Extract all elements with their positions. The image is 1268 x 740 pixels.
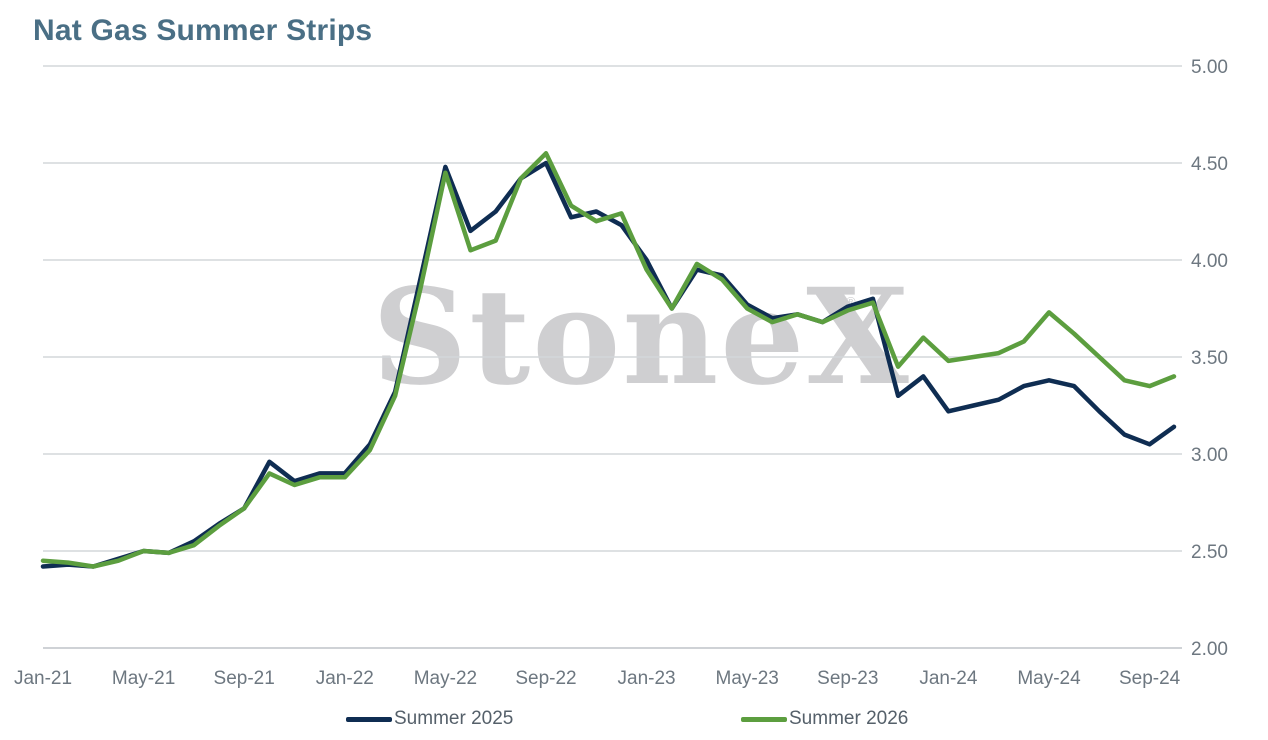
x-tick-label: May-21 (112, 668, 175, 689)
gridlines (43, 65, 1182, 649)
y-tick-label: 2.00 (1191, 639, 1228, 660)
x-axis: Jan-21 May-21 Sep-21 Jan-22 May-22 Sep-22 Jan-… (14, 668, 1181, 689)
y-tick-label: 3.50 (1191, 348, 1228, 369)
y-tick-label: 4.50 (1191, 154, 1228, 175)
y-axis: 2.00 2.50 3.00 3.50 4.00 4.50 5.00 (1191, 57, 1228, 660)
x-tick-label: Sep-21 (214, 668, 275, 689)
legend-swatch-summer-2025 (346, 716, 392, 722)
x-tick-label: May-22 (414, 668, 477, 689)
legend-item-summer-2026: Summer 2026 (741, 708, 908, 730)
legend-label-summer-2025: Summer 2025 (394, 708, 514, 729)
watermark-registered-mark: ® (846, 294, 856, 309)
legend-label-summer-2026: Summer 2026 (789, 708, 909, 729)
x-tick-label: Jan-21 (14, 668, 72, 689)
series-line-summer-2026 (40, 151, 1177, 569)
x-tick-label: Sep-22 (515, 668, 576, 689)
stonex-watermark: StoneX (372, 260, 911, 415)
y-tick-label: 4.00 (1191, 251, 1228, 272)
legend-item-summer-2025: Summer 2025 (346, 708, 513, 730)
x-tick-label: May-23 (716, 668, 779, 689)
x-tick-label: Jan-23 (618, 668, 676, 689)
x-tick-label: Jan-24 (919, 668, 978, 689)
series-lines (40, 151, 1177, 569)
x-tick-label: Sep-24 (1119, 668, 1181, 689)
x-tick-label: Sep-23 (817, 668, 878, 689)
series-line-summer-2025 (40, 160, 1177, 569)
y-tick-label: 3.00 (1191, 445, 1228, 466)
chart-title: Nat Gas Summer Strips (33, 14, 373, 47)
y-tick-label: 5.00 (1191, 57, 1228, 78)
legend-swatch-summer-2026 (741, 716, 787, 722)
x-tick-label: May-24 (1017, 668, 1081, 689)
y-tick-label: 2.50 (1191, 542, 1228, 563)
x-tick-label: Jan-22 (316, 668, 374, 689)
